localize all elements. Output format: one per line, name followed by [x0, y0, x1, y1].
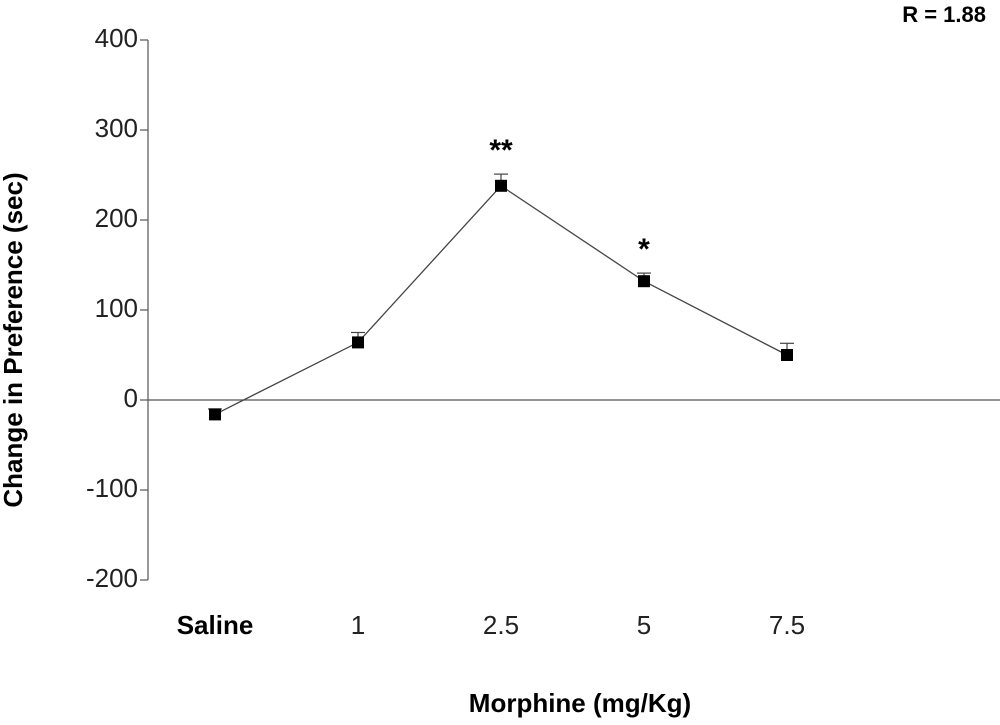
x-tick-label: Saline	[177, 610, 254, 640]
x-tick-label: 5	[637, 610, 651, 640]
y-tick-label: 400	[95, 23, 138, 53]
y-tick-label: 300	[95, 113, 138, 143]
y-tick-label: -200	[86, 563, 138, 593]
y-axis-label: Change in Preference (sec)	[0, 172, 28, 507]
marker	[638, 275, 650, 288]
y-tick-label: -100	[86, 473, 138, 503]
marker	[209, 408, 221, 421]
y-tick-label: 200	[95, 203, 138, 233]
x-axis-label: Morphine (mg/Kg)	[469, 688, 691, 718]
marker	[781, 349, 793, 361]
corner-label: R = 1.88	[902, 2, 986, 27]
y-tick-label: 100	[95, 293, 138, 323]
series-line	[214, 184, 788, 415]
annotation: **	[489, 134, 513, 167]
x-tick-label: 1	[351, 610, 365, 640]
marker	[352, 336, 364, 349]
annotation: *	[638, 233, 650, 266]
x-tick-label: 2.5	[483, 610, 519, 640]
marker	[495, 179, 507, 192]
x-tick-label: 7.5	[769, 610, 805, 640]
y-tick-label: 0	[124, 383, 138, 413]
